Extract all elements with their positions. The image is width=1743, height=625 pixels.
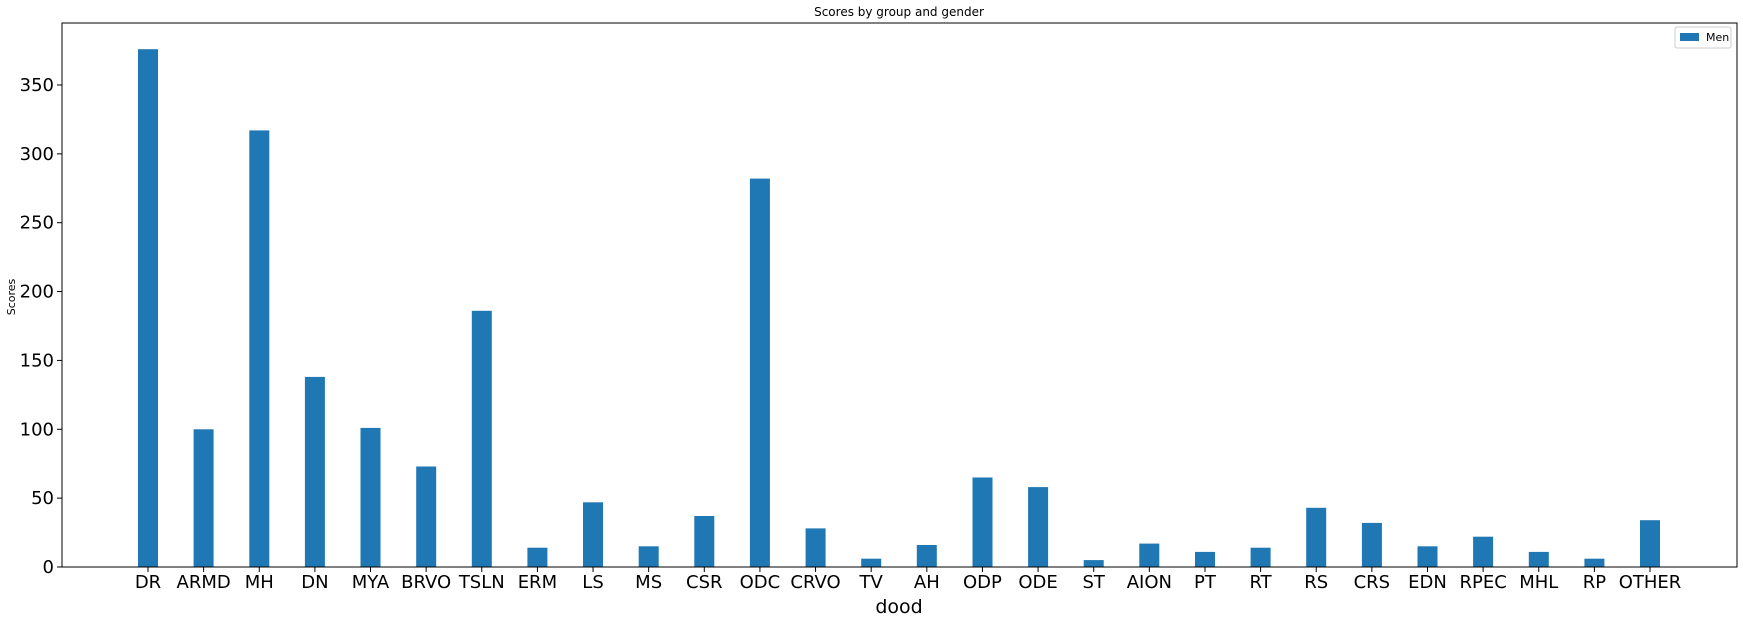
bar-other xyxy=(1640,520,1660,567)
bar-edn xyxy=(1417,546,1438,567)
bar-aion xyxy=(1139,543,1160,567)
bar-brvo xyxy=(416,466,437,567)
x-tick-label: DN xyxy=(301,572,328,593)
bar-mh xyxy=(249,130,270,567)
bar-crvo xyxy=(805,528,826,567)
x-tick-label: MS xyxy=(635,572,662,593)
x-tick-label: CRS xyxy=(1354,572,1391,593)
x-tick-label: BRVO xyxy=(401,572,451,593)
legend-swatch-men xyxy=(1680,33,1699,41)
x-tick-label: TV xyxy=(859,572,884,593)
bar-dn xyxy=(304,376,325,567)
bar-crs xyxy=(1361,522,1382,567)
x-tick-label: ARMD xyxy=(177,572,231,593)
bar-rs xyxy=(1306,507,1327,567)
bar-tv xyxy=(861,558,882,567)
legend: Men xyxy=(1674,26,1732,49)
x-tick-label: ERM xyxy=(518,572,557,593)
bar-odp xyxy=(972,477,993,567)
x-tick-label: DR xyxy=(135,572,161,593)
bar-armd xyxy=(193,429,214,567)
bar-ms xyxy=(638,546,659,567)
bar-ode xyxy=(1028,487,1049,567)
plot-frame xyxy=(61,22,1738,568)
chart-title: Scores by group and gender xyxy=(814,5,984,19)
y-tick-label: 150 xyxy=(20,350,54,371)
x-tick-label: ST xyxy=(1082,572,1105,593)
bar-pt xyxy=(1195,551,1215,567)
x-ticks-layer: DR ARMD MH DN MYA BRVO TSLN ERM LS MS CSR ODC CRVO TV… xyxy=(135,567,1681,593)
x-tick-label: OTHER xyxy=(1619,572,1682,593)
x-tick-label: RS xyxy=(1304,572,1328,593)
bar-mhl xyxy=(1528,551,1549,567)
x-tick-label: PT xyxy=(1194,572,1217,593)
y-tick-label: 350 xyxy=(20,75,54,96)
x-tick-label: MHL xyxy=(1519,572,1558,593)
x-tick-label: ODP xyxy=(963,572,1002,593)
bar-rp xyxy=(1584,558,1605,567)
bar-mya xyxy=(360,427,381,567)
bar-tsln xyxy=(471,310,492,567)
bars-layer xyxy=(138,49,1660,567)
bar-erm xyxy=(527,547,548,567)
x-tick-label: ODE xyxy=(1018,572,1057,593)
x-tick-label: MH xyxy=(245,572,274,593)
x-tick-label: ODC xyxy=(740,572,781,593)
bar-st xyxy=(1083,560,1104,567)
y-tick-label: 250 xyxy=(20,213,54,234)
y-tick-label: 0 xyxy=(43,557,54,578)
bar-rpec xyxy=(1473,536,1494,567)
bar-rt xyxy=(1250,547,1271,567)
legend-label-men: Men xyxy=(1706,31,1729,44)
bar-odc xyxy=(749,178,770,567)
x-tick-label: AION xyxy=(1127,572,1172,593)
bar-ls xyxy=(583,502,603,567)
y-ticks-layer: 0 50 100 150 200 250 300 350 xyxy=(20,75,62,578)
x-tick-label: RP xyxy=(1583,572,1607,593)
x-tick-label: LS xyxy=(582,572,603,593)
y-axis-label: Scores xyxy=(5,278,18,315)
y-tick-label: 200 xyxy=(20,282,54,303)
x-tick-label: CSR xyxy=(686,572,723,593)
y-tick-label: 100 xyxy=(20,419,54,440)
x-tick-label: CRVO xyxy=(790,572,840,593)
x-tick-label: EDN xyxy=(1408,572,1447,593)
legend-box xyxy=(1674,26,1732,49)
bar-dr xyxy=(138,49,158,567)
x-tick-label: TSLN xyxy=(458,572,505,593)
bar-ah xyxy=(916,545,937,567)
x-tick-label: AH xyxy=(914,572,940,593)
x-tick-label: MYA xyxy=(352,572,390,593)
bar-csr xyxy=(694,516,715,567)
y-tick-label: 50 xyxy=(31,488,54,509)
x-tick-label: RPEC xyxy=(1459,572,1506,593)
y-tick-label: 300 xyxy=(20,144,54,165)
x-axis-label: dood xyxy=(875,596,922,618)
x-tick-label: RT xyxy=(1249,572,1272,593)
